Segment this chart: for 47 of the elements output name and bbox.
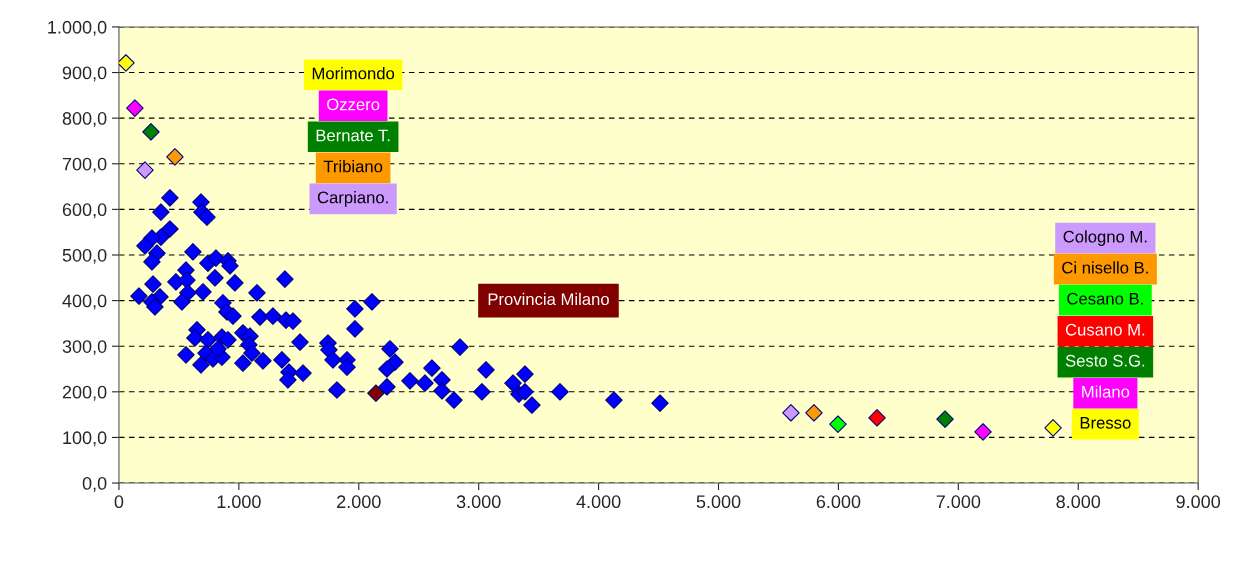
series-label: Bresso — [1080, 417, 1131, 429]
x-tick-label: 6.000 — [816, 495, 861, 509]
y-tick-label: 900,0 — [62, 66, 107, 82]
text: Carpiano. — [317, 191, 388, 207]
y-tick-label: 700,0 — [62, 157, 107, 173]
text: Cologno M. — [1063, 230, 1147, 246]
text: Ci nisello B. — [1062, 261, 1148, 274]
point — [829, 415, 847, 433]
x-tick-label: 5.000 — [696, 495, 741, 509]
x-tick-label: 2.000 — [337, 495, 381, 509]
text: Morimondo — [312, 67, 395, 80]
y-tick-label: 300,0 — [62, 340, 107, 356]
text: Sesto S.G. — [1065, 354, 1145, 367]
y-tick-label: 600,0 — [62, 203, 107, 219]
text: Cusano M. — [1065, 323, 1145, 336]
x-tick-label: 3.000 — [456, 495, 501, 509]
point — [118, 54, 135, 72]
y-tick-label: 1.000,0 — [48, 20, 107, 36]
x-tick-label: 4.000 — [576, 495, 621, 509]
point — [142, 123, 160, 141]
y-tick-label: 800,0 — [62, 112, 107, 128]
point — [136, 161, 154, 179]
point — [126, 99, 144, 117]
text: Cesano B. — [1067, 292, 1143, 305]
text: Milano — [1082, 385, 1130, 398]
x-tick-label: 7.000 — [936, 495, 981, 509]
point — [805, 404, 823, 422]
y-tick-label: 400,0 — [62, 294, 107, 310]
x-tick-label: 9.000 — [1176, 495, 1221, 509]
y-tick-label: 100,0 — [63, 431, 107, 447]
text: Ozzero — [327, 98, 380, 111]
x-tick-label: 1.000 — [217, 495, 261, 509]
text: Tribiano — [323, 160, 383, 173]
point — [974, 423, 992, 441]
point — [936, 410, 954, 428]
x-tick-label: 0 — [114, 495, 124, 509]
point — [367, 384, 385, 402]
text: Bernate T. — [316, 129, 390, 142]
point — [1044, 419, 1062, 437]
y-tick-label: 0,0 — [82, 476, 107, 492]
y-tick-label: 200,0 — [62, 385, 107, 401]
text: Provincia Milano — [488, 292, 609, 306]
point — [166, 148, 184, 166]
point — [782, 404, 800, 422]
y-tick-label: 500,0 — [62, 248, 107, 264]
x-tick-label: 8.000 — [1056, 495, 1101, 509]
point — [868, 409, 886, 427]
